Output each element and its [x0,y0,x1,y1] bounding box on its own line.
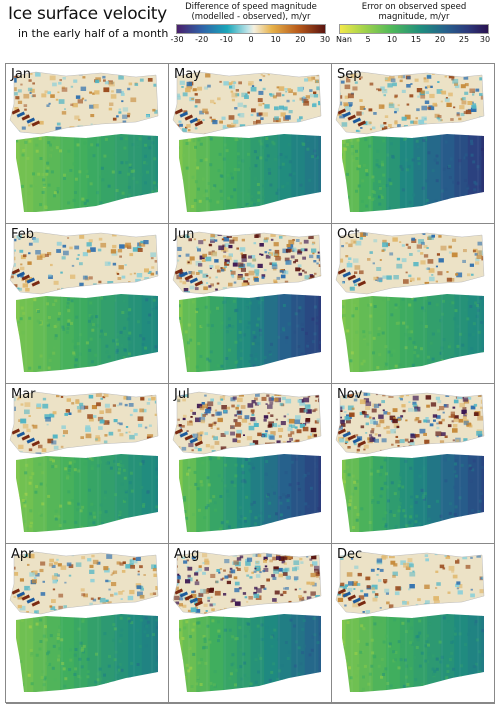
difference-tick: 10 [270,35,281,44]
difference-map [173,392,321,454]
month-label: Jun [174,227,195,242]
error-map [179,134,321,212]
month-label: Jul [174,387,190,402]
map-panel-jun: Jun [169,224,332,384]
map-panel-dec: Dec [332,544,495,704]
figure-subtitle: in the early half of a month [18,27,169,40]
error-map [342,294,484,372]
error-tick: 10 [386,35,398,44]
error-tick: 20 [434,35,446,44]
error-colorbar-gradient [339,24,489,34]
map-panel-grid: Jan May Sep Feb Jun Oct Mar Jul Nov Apr Aug Dec [5,63,495,704]
difference-map [336,72,484,134]
map-panel-graphic [335,551,485,692]
map-panel-graphic [9,391,159,532]
map-panel-graphic [9,231,159,372]
month-label: Jan [11,67,32,82]
difference-colorbar: Difference of speed magnitude (modelled … [170,2,331,45]
month-label: Apr [11,547,34,562]
map-panel-graphic [172,231,322,372]
month-label: Dec [337,547,363,562]
error-tick: 30 [479,35,491,44]
error-map [342,614,484,692]
figure-title: Ice surface velocity [8,4,167,24]
difference-tick: 20 [295,35,306,44]
month-label: Feb [11,227,35,242]
error-colorbar-label-2: magnitude, m/yr [378,12,450,22]
difference-colorbar-ticks: -30 -20 -10 0 10 20 30 [170,35,331,45]
map-panel-graphic [335,231,485,372]
map-panel-apr: Apr [6,544,169,704]
error-map [16,454,158,532]
error-map [16,614,158,692]
difference-tick: -10 [219,35,233,44]
month-label: Sep [337,67,362,82]
map-panel-feb: Feb [6,224,169,384]
error-map [179,614,321,692]
map-panel-nov: Nov [332,384,495,544]
map-panel-graphic [172,551,322,692]
difference-tick: -20 [195,35,209,44]
month-label: May [174,67,201,82]
error-map [342,454,484,532]
error-tick: 15 [410,35,422,44]
error-colorbar-ticks: Nan 5 10 15 20 25 30 [335,35,493,45]
map-panel-sep: Sep [332,64,495,224]
month-label: Nov [337,387,363,402]
difference-tick: -30 [170,35,184,44]
map-panel-graphic [335,71,485,212]
error-tick: Nan [336,35,352,44]
difference-colorbar-label-1: Difference of speed magnitude [185,2,317,12]
error-map [16,134,158,212]
map-panel-oct: Oct [332,224,495,384]
difference-colorbar-label-2: (modelled - observed), m/yr [191,12,311,22]
map-panel-graphic [9,551,159,692]
map-panel-may: May [169,64,332,224]
map-panel-graphic [9,71,159,212]
error-map [342,134,484,212]
error-colorbar-label-1: Error on observed speed [361,2,467,12]
error-map [16,294,158,372]
error-tick: 25 [458,35,470,44]
map-panel-jul: Jul [169,384,332,544]
month-label: Oct [337,227,360,242]
difference-tick: 30 [319,35,331,44]
map-panel-graphic [172,71,322,212]
error-colorbar: Error on observed speed magnitude, m/yr … [335,2,493,45]
map-panel-aug: Aug [169,544,332,704]
month-label: Aug [174,547,200,562]
difference-tick: 0 [248,35,254,44]
map-panel-jan: Jan [6,64,169,224]
error-map [179,294,321,372]
difference-colorbar-gradient [176,24,326,34]
error-tick: 5 [365,35,371,44]
map-panel-graphic [335,391,485,532]
month-label: Mar [11,387,36,402]
map-panel-mar: Mar [6,384,169,544]
map-panel-graphic [172,391,322,532]
error-map [179,454,321,532]
